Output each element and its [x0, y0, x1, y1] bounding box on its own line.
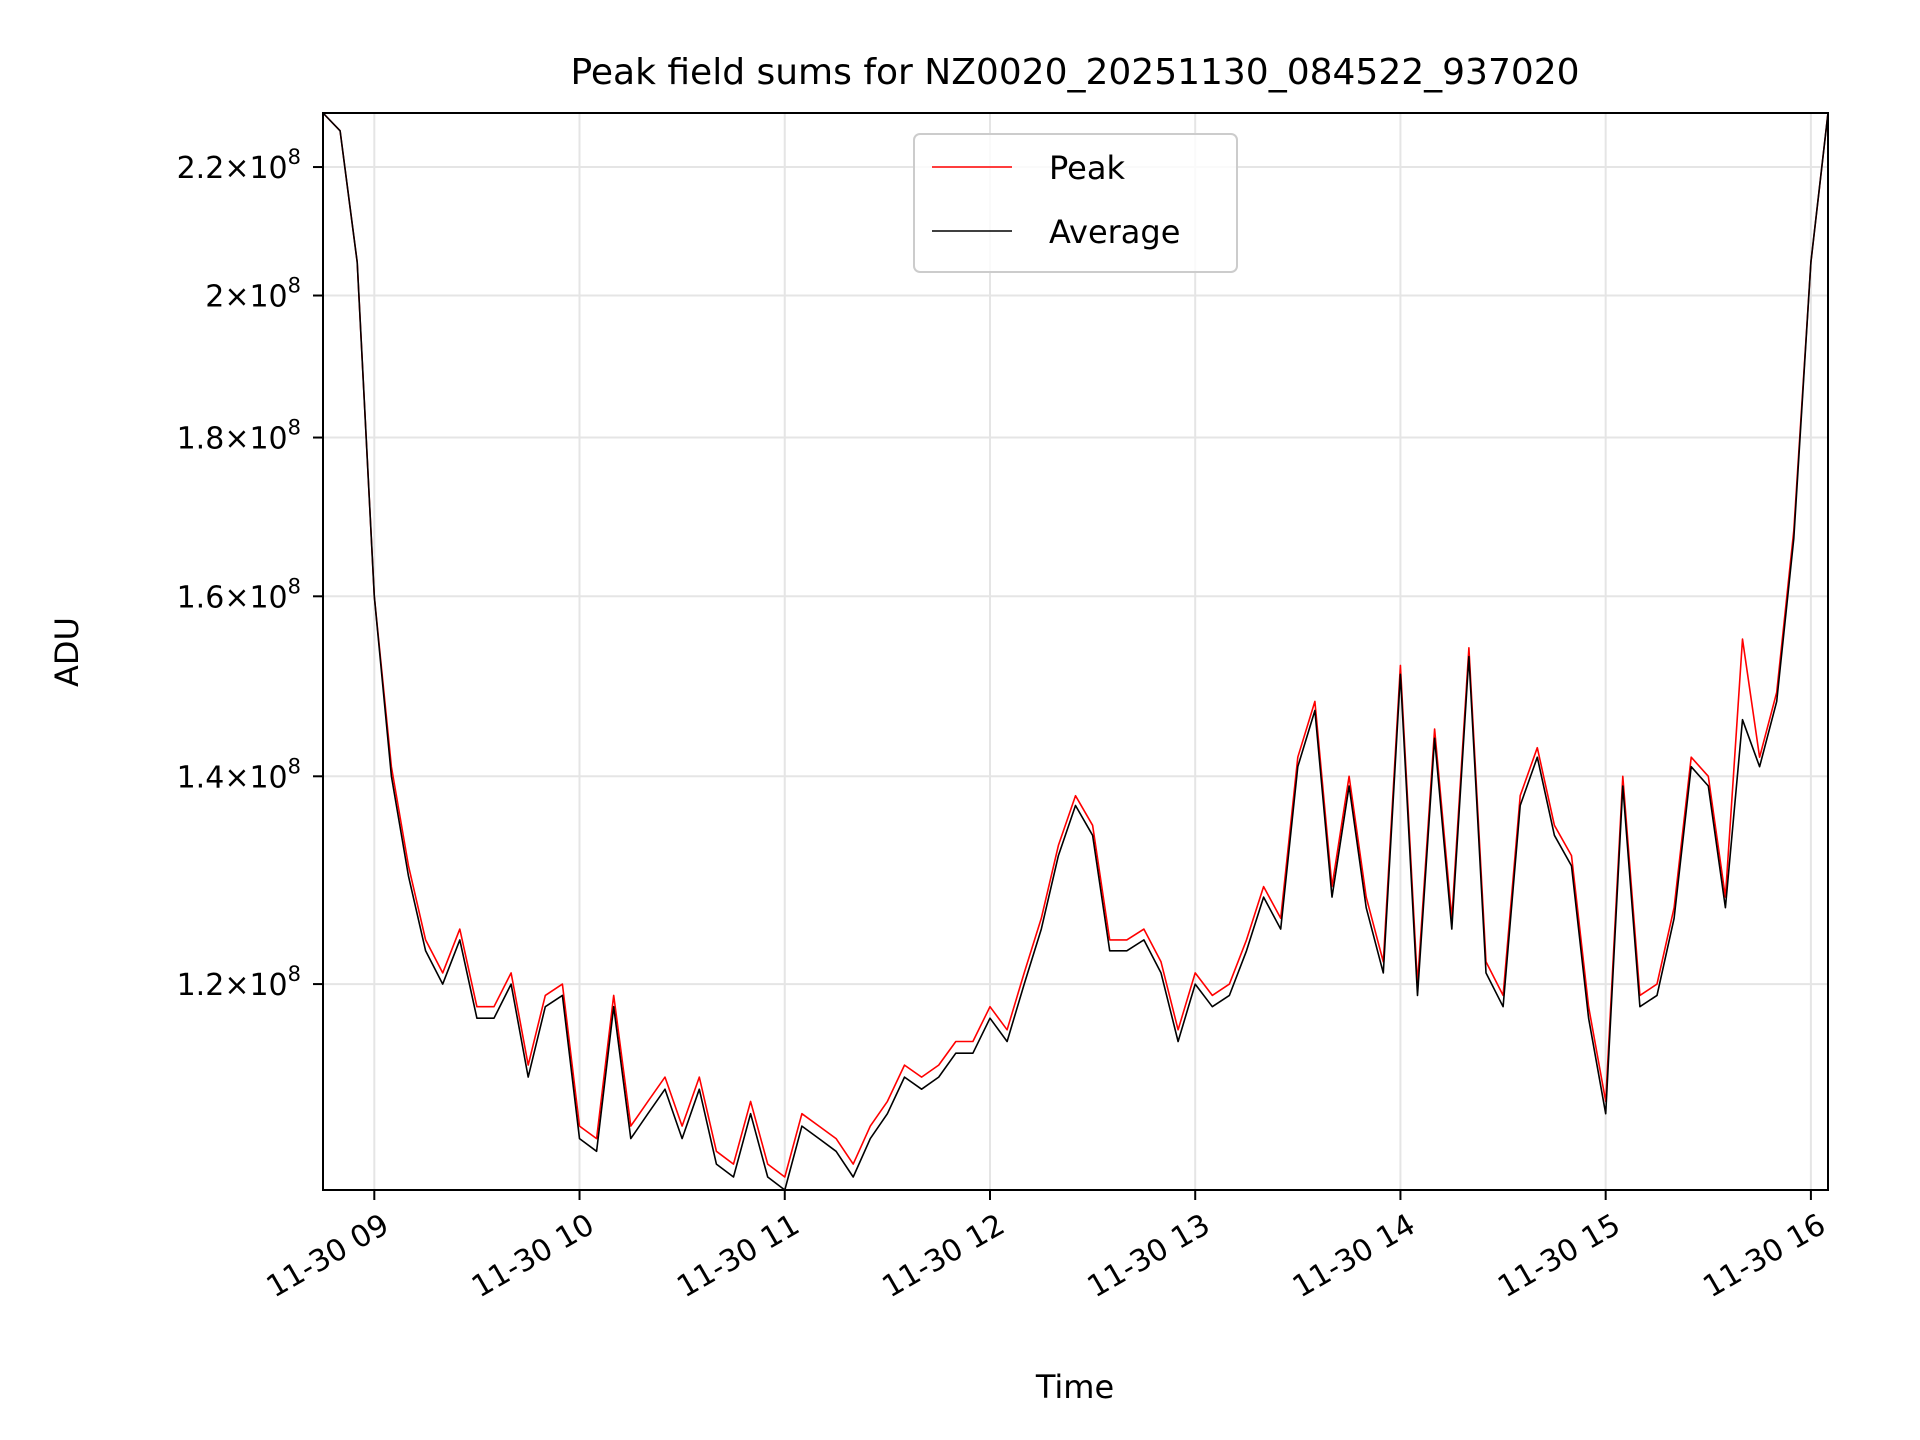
series-lines [322, 112, 1829, 1191]
y-tick-times-sign: ×10 [224, 968, 287, 1003]
y-tick-exponent: 8 [288, 962, 301, 986]
legend: Peak Average [913, 133, 1238, 273]
y-tick-times-sign: ×10 [224, 580, 287, 615]
y-tick-exponent: 8 [288, 574, 301, 598]
chart-title: Peak field sums for NZ0020_20251130_0845… [570, 52, 1579, 93]
series-line-peak [322, 112, 1829, 1178]
y-tick-times-sign: ×10 [224, 422, 287, 457]
y-axis-label: ADU [48, 617, 86, 687]
y-tick-label: 2×108 [205, 274, 301, 315]
y-tick-times-sign: ×10 [224, 760, 287, 795]
y-tick-label: 1.2×108 [177, 962, 301, 1003]
y-tick-mantissa: 1.4 [177, 760, 225, 795]
y-tick-mantissa: 1.8 [177, 422, 225, 457]
y-tick-exponent: 8 [288, 754, 301, 778]
y-tick-mantissa: 1.6 [177, 580, 225, 615]
y-tick-mantissa: 2.2 [177, 151, 225, 186]
y-tick-mantissa: 1.2 [177, 968, 225, 1003]
legend-label-peak: Peak [1049, 149, 1125, 187]
y-tick-exponent: 8 [288, 145, 301, 169]
y-tick-exponent: 8 [288, 416, 301, 440]
y-tick-mantissa: 2 [205, 280, 224, 315]
plot-area [323, 113, 1828, 1190]
series-line-average [322, 112, 1829, 1191]
x-axis-label: Time [1035, 1368, 1114, 1406]
y-tick-label: 1.6×108 [177, 574, 301, 615]
y-tick-times-sign: ×10 [224, 151, 287, 186]
y-tick-label: 1.8×108 [177, 416, 301, 457]
y-tick-exponent: 8 [288, 274, 301, 298]
y-tick-label: 1.4×108 [177, 754, 301, 795]
legend-label-average: Average [1049, 213, 1180, 251]
y-tick-label: 2.2×108 [177, 145, 301, 186]
y-tick-times-sign: ×10 [224, 280, 287, 315]
plot-frame [322, 112, 1829, 1191]
legend-box [913, 133, 1238, 273]
